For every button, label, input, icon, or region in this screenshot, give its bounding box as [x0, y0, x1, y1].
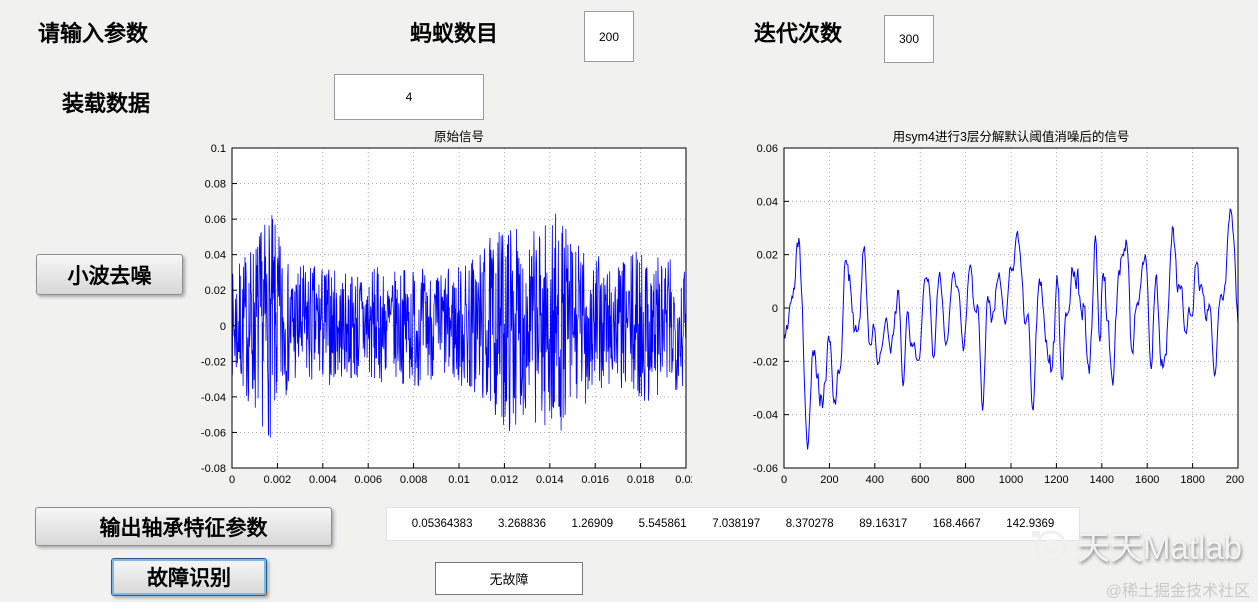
y-tick-label: -0.06	[201, 427, 226, 439]
y-tick-label: -0.04	[753, 410, 778, 422]
y-tick-label: 0.02	[205, 285, 226, 297]
x-tick-label: 200	[820, 474, 838, 486]
watermark: 天天Matlab	[1031, 521, 1242, 569]
x-tick-label: 1200	[1044, 474, 1068, 486]
x-tick-label: 0.004	[309, 474, 337, 486]
x-tick-label: 1400	[1090, 474, 1114, 486]
y-tick-label: 0.02	[757, 250, 778, 262]
camera-lens-icon	[1031, 526, 1069, 564]
x-tick-label: 0.008	[400, 474, 428, 486]
y-tick-label: -0.04	[201, 392, 226, 404]
x-tick-label: 0.012	[491, 474, 519, 486]
fault-identify-button[interactable]: 故障识别	[111, 558, 267, 596]
x-tick-label: 800	[956, 474, 974, 486]
watermark-brand: 天天Matlab	[1076, 529, 1242, 566]
x-tick-label: 0.006	[354, 474, 382, 486]
input-params-label: 请输入参数	[38, 21, 149, 46]
wavelet-denoise-button[interactable]: 小波去噪	[36, 254, 183, 295]
original-signal-svg: 0 0.002 0.004 0.006 0.008 0.01 0.012 0.014 0.016…	[201, 130, 697, 486]
y-tick-label: 0	[220, 321, 226, 333]
watermark-community: @稀土掘金技术社区	[1105, 583, 1250, 600]
ant-count-input[interactable]: 200	[584, 11, 634, 62]
y-tick-label: 0.06	[205, 214, 226, 226]
x-tick-label: 0.02	[675, 474, 692, 486]
x-tick-label: 1600	[1135, 474, 1159, 486]
y-tick-label: 0.04	[205, 250, 226, 262]
x-tick-label: 0	[229, 474, 235, 486]
x-tick-label: 0.018	[627, 474, 655, 486]
chart-title: 原始信号	[434, 130, 484, 144]
denoised-signal-chart: 0 200 400 600 800 1000 1200 1400 1600 1800 2000 -0.…	[732, 128, 1250, 494]
denoised-signal-line	[783, 207, 1239, 450]
ant-count-label: 蚂蚁数目	[410, 21, 499, 46]
iterations-label: 迭代次数	[754, 21, 843, 46]
x-tick-label: 0.016	[581, 474, 609, 486]
original-signal-chart: 0 0.002 0.004 0.006 0.008 0.01 0.012 0.014 0.016…	[180, 128, 697, 494]
fault-status-output: 无故障	[435, 562, 583, 595]
y-tick-label: -0.08	[201, 463, 226, 475]
x-tick-label: 0.01	[448, 474, 469, 486]
y-tick-label: 0.06	[757, 143, 778, 155]
x-tick-label: 2000	[1226, 474, 1244, 486]
y-tick-label: -0.02	[753, 356, 778, 368]
x-tick-label: 1000	[999, 474, 1023, 486]
x-tick-label: 0.002	[264, 474, 292, 486]
y-tick-label: -0.02	[201, 356, 226, 368]
original-signal-line	[231, 213, 687, 438]
wavelet-level-input[interactable]: 4	[334, 74, 484, 120]
denoised-signal-svg: 0 200 400 600 800 1000 1200 1400 1600 1800 2000 -0.…	[753, 129, 1250, 486]
chart-title: 用sym4进行3层分解默认阈值消噪后的信号	[893, 129, 1130, 144]
y-tick-label: 0.08	[205, 179, 226, 191]
y-tick-label: -0.06	[753, 463, 778, 475]
x-tick-label: 0.014	[536, 474, 564, 486]
iterations-input[interactable]: 300	[884, 15, 934, 63]
x-tick-label: 600	[911, 474, 929, 486]
x-tick-label: 400	[866, 474, 884, 486]
x-tick-label: 0	[781, 474, 787, 486]
feature-values-output: 0.05364383 3.268836 1.26909 5.545861 7.0…	[386, 507, 1080, 541]
y-tick-label: 0.1	[211, 143, 226, 155]
load-data-button[interactable]: 装载数据	[62, 91, 151, 116]
y-tick-label: 0	[772, 303, 778, 315]
y-tick-label: 0.04	[757, 196, 778, 208]
x-tick-label: 1800	[1180, 474, 1204, 486]
output-features-button[interactable]: 输出轴承特征参数	[35, 507, 332, 546]
